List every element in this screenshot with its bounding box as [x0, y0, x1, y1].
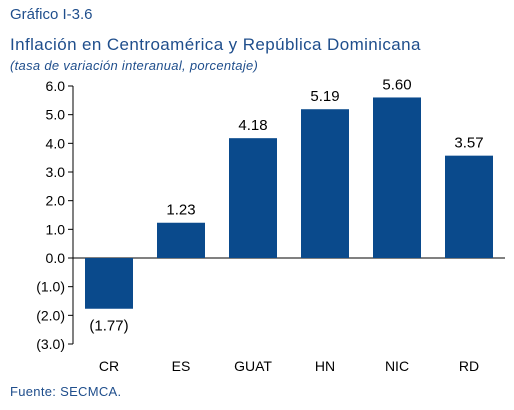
x-category-label: RD — [459, 358, 479, 374]
x-category-label: CR — [99, 358, 119, 374]
y-tick-label: 3.0 — [46, 164, 66, 180]
y-tick-label: (3.0) — [36, 336, 65, 352]
figure-label: Gráfico I-3.6 — [10, 6, 93, 23]
bar-hn — [301, 109, 349, 258]
x-category-label: GUAT — [234, 358, 272, 374]
bar-guat — [229, 138, 277, 258]
y-tick-label: (2.0) — [36, 307, 65, 323]
y-tick-label: 4.0 — [46, 135, 66, 151]
source-note: Fuente: SECMCA. — [10, 384, 122, 399]
bar-value-label: 1.23 — [166, 202, 195, 219]
x-category-label: HN — [315, 358, 335, 374]
bar-cr — [85, 258, 133, 309]
bar-value-label: 5.19 — [310, 88, 339, 105]
bar-nic — [373, 97, 421, 258]
y-tick-label: (1.0) — [36, 279, 65, 295]
bar-value-label: (1.77) — [89, 318, 128, 335]
chart-title: Inflación en Centroamérica y República D… — [10, 35, 421, 54]
x-category-label: ES — [172, 358, 191, 374]
bar-value-label: 3.57 — [454, 135, 483, 152]
bar-es — [157, 222, 205, 258]
bar-value-label: 4.18 — [238, 117, 267, 134]
chart-subtitle: (tasa de variación interanual, porcentaj… — [10, 58, 259, 73]
y-tick-label: 0.0 — [46, 250, 66, 266]
y-tick-label: 2.0 — [46, 193, 66, 209]
y-tick-label: 1.0 — [46, 221, 66, 237]
y-tick-label: 5.0 — [46, 107, 66, 123]
bar-rd — [445, 155, 493, 258]
y-tick-label: 6.0 — [46, 78, 66, 94]
x-category-label: NIC — [385, 358, 409, 374]
bar-value-label: 5.60 — [382, 76, 411, 93]
